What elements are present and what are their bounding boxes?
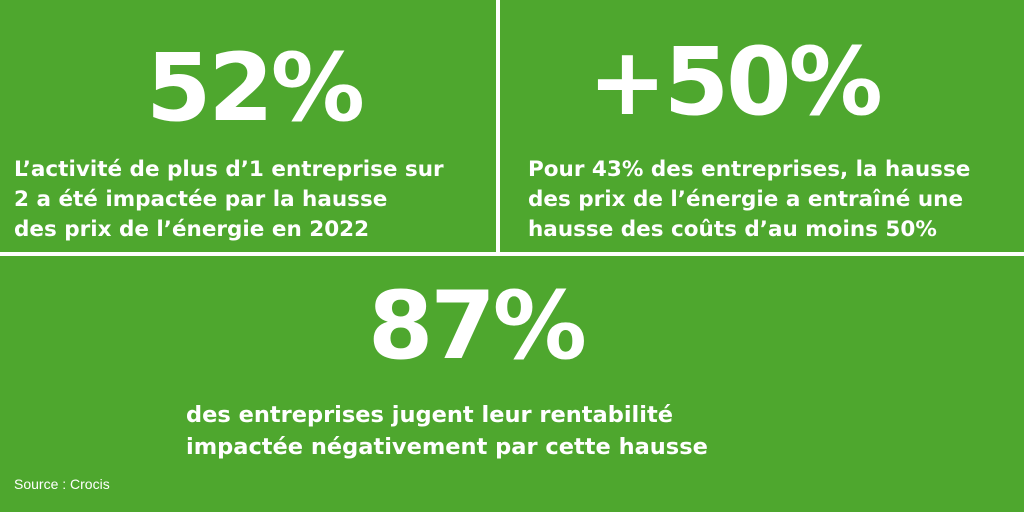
stat-52-line-1: L’activité de plus d’1 entreprise sur xyxy=(14,157,444,182)
stat-52-line-2: 2 a été impactée par la hausse xyxy=(14,187,388,212)
vertical-divider xyxy=(496,0,500,254)
horizontal-divider xyxy=(0,252,1024,256)
stat-87-line-2: impactée négativement par cette hausse xyxy=(186,434,708,460)
stat-plus-50-percent: +50% xyxy=(588,28,883,137)
stat-52-percent: 52% xyxy=(146,34,365,143)
stat-52-description: L’activité de plus d’1 entreprise sur 2 … xyxy=(14,155,444,245)
stat-50-line-3: hausse des coûts d’au moins 50% xyxy=(528,217,937,242)
stat-50-line-1: Pour 43% des entreprises, la hausse xyxy=(528,157,971,182)
source-note: Source : Crocis xyxy=(14,476,110,492)
stat-87-percent: 87% xyxy=(368,272,587,381)
stat-87-description: des entreprises jugent leur rentabilité … xyxy=(186,399,708,463)
stat-87-line-1: des entreprises jugent leur rentabilité xyxy=(186,402,673,428)
stat-52-line-3: des prix de l’énergie en 2022 xyxy=(14,217,370,242)
stat-50-description: Pour 43% des entreprises, la hausse des … xyxy=(528,155,970,245)
stat-50-line-2: des prix de l’énergie a entraîné une xyxy=(528,187,964,212)
